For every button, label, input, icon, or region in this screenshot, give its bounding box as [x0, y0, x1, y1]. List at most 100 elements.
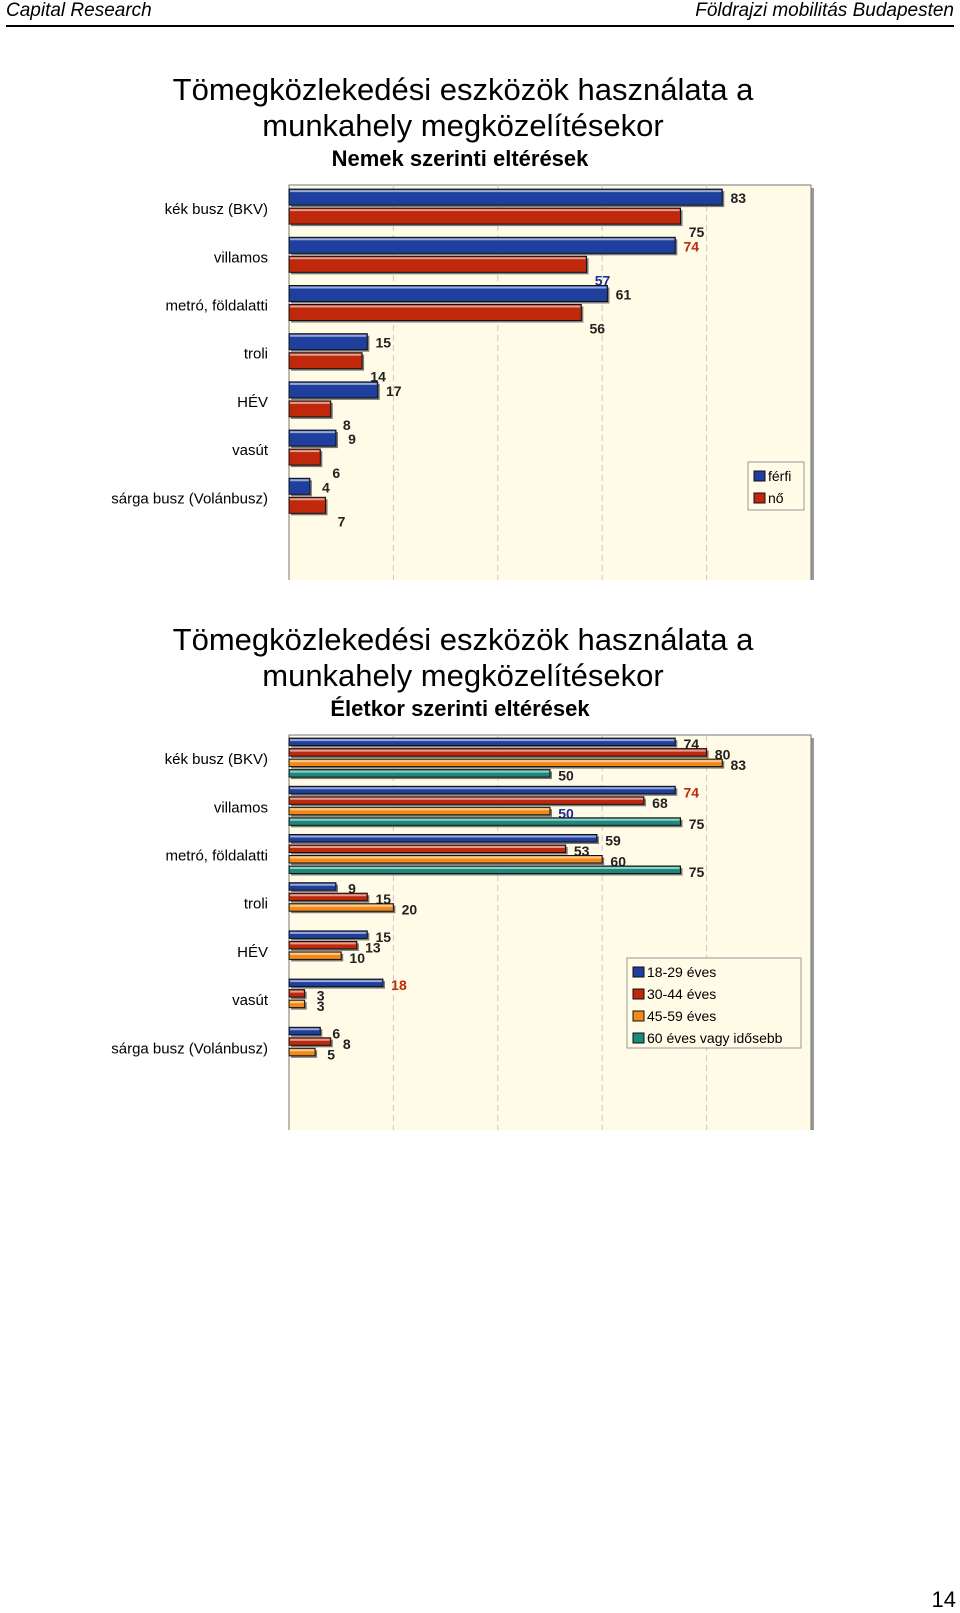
bar: [288, 255, 588, 273]
chart-title-line2: munkahely megközelítésekor: [262, 108, 663, 143]
bar: [288, 1047, 316, 1057]
data-label: 74: [683, 238, 699, 254]
bar: [288, 304, 582, 321]
header-left-title: Capital Research: [6, 0, 152, 21]
bar: [288, 737, 676, 747]
chart-title-line1: Tömegközlekedési eszközök használata a: [173, 622, 754, 657]
data-label: 13: [365, 939, 381, 955]
data-label: 50: [558, 805, 574, 821]
category-label: troli: [244, 346, 268, 363]
category-label: sárga busz (Volánbusz): [111, 490, 268, 507]
data-label: 59: [605, 833, 621, 849]
bar: [288, 333, 368, 351]
bar: [288, 999, 306, 1009]
bar: [288, 806, 551, 816]
data-label: 4: [322, 479, 330, 495]
data-label: 68: [652, 795, 668, 811]
category-label: kék busz (BKV): [165, 201, 268, 218]
legend-swatch: [632, 1010, 645, 1022]
bar: [288, 400, 332, 418]
legend-label: 45-59 éves: [647, 1008, 716, 1024]
bar: [288, 785, 676, 795]
bar: [288, 381, 379, 399]
bar: [288, 496, 327, 514]
bar: [288, 951, 342, 960]
category-label: sárga busz (Volánbusz): [111, 1040, 268, 1057]
header-divider: [6, 25, 954, 27]
bar: [288, 1026, 321, 1036]
bar: [288, 903, 394, 912]
data-label: 56: [590, 321, 606, 337]
data-label: 57: [595, 272, 611, 288]
bar: [288, 758, 723, 768]
legend-label: 18-29 éves: [647, 964, 716, 980]
data-label: 80: [715, 747, 731, 763]
category-label: HÉV: [237, 394, 268, 411]
bar: [288, 989, 306, 998]
bar: [288, 844, 567, 853]
bar: [288, 834, 598, 843]
age-chart: Tömegközlekedési eszközök használata amu…: [111, 622, 814, 1130]
bar: [288, 748, 708, 757]
data-label: 3: [317, 998, 325, 1014]
legend-swatch: [632, 988, 645, 1000]
legend-label: férfi: [768, 468, 791, 484]
bar: [288, 352, 363, 370]
legend-swatch: [753, 492, 766, 504]
legend-box: [626, 957, 802, 1049]
category-label: metró, földalatti: [165, 848, 268, 865]
chart-subtitle: Életkor szerinti eltérések: [330, 696, 590, 721]
bar: [288, 285, 608, 302]
gender-chart: Tömegközlekedési eszközök használata amu…: [111, 72, 814, 580]
legend-label: nő: [768, 490, 784, 506]
category-label: HÉV: [237, 944, 268, 961]
category-label: vasút: [232, 992, 269, 1009]
data-label: 75: [689, 816, 705, 832]
legend-swatch: [753, 470, 766, 482]
bar: [288, 796, 645, 805]
data-label: 75: [689, 224, 705, 240]
data-label: 15: [376, 929, 392, 945]
data-label: 9: [348, 431, 356, 447]
data-label: 61: [616, 287, 632, 303]
bar: [288, 207, 681, 225]
data-label: 7: [338, 513, 346, 529]
chart-title-line2: munkahely megközelítésekor: [262, 658, 663, 693]
bar: [288, 930, 368, 939]
chart-title-line1: Tömegközlekedési eszközök használata a: [173, 72, 754, 107]
data-label: 74: [683, 784, 699, 800]
data-label: 8: [343, 1036, 351, 1052]
legend-label: 60 éves vagy idősebb: [647, 1030, 783, 1046]
data-label: 18: [391, 977, 407, 993]
legend-label: 30-44 éves: [647, 986, 716, 1002]
data-label: 5: [327, 1046, 335, 1062]
bar: [288, 855, 603, 864]
category-label: kék busz (BKV): [165, 751, 268, 768]
legend-swatch: [632, 966, 645, 978]
category-label: metró, földalatti: [165, 298, 268, 315]
data-label: 6: [332, 1025, 340, 1041]
data-label: 8: [343, 417, 351, 433]
bar: [288, 882, 337, 891]
bar: [288, 188, 723, 206]
data-label: 10: [349, 950, 365, 966]
bar: [288, 236, 676, 254]
bar: [288, 477, 311, 495]
data-label: 14: [370, 369, 386, 385]
page-number: 14: [931, 1587, 956, 1612]
category-label: villamos: [214, 799, 268, 816]
legend-swatch: [632, 1032, 645, 1044]
data-label: 15: [376, 335, 392, 351]
bar: [288, 892, 368, 902]
data-label: 9: [348, 881, 356, 897]
category-label: villamos: [214, 249, 268, 266]
data-label: 74: [683, 736, 699, 752]
data-label: 83: [730, 757, 746, 773]
bar: [288, 978, 384, 988]
data-label: 50: [558, 768, 574, 784]
category-label: troli: [244, 896, 268, 913]
chart-subtitle: Nemek szerinti eltérések: [332, 146, 590, 171]
bar: [288, 865, 681, 874]
bar: [288, 448, 321, 466]
category-label: vasút: [232, 442, 269, 459]
